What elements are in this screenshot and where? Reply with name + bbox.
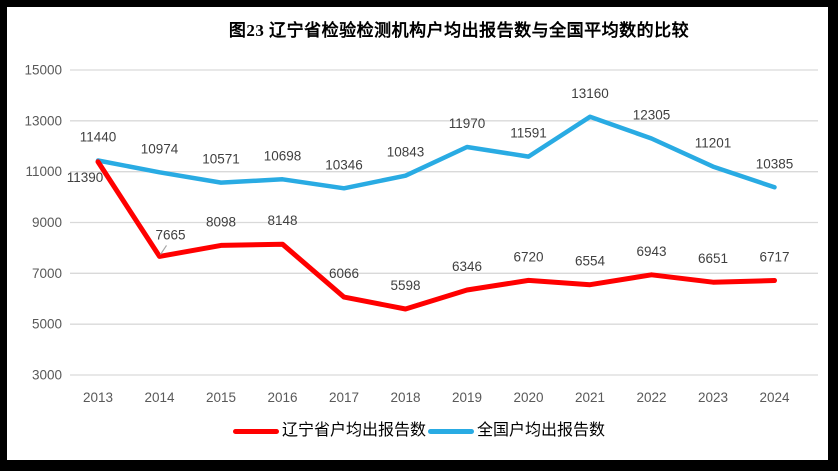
data-label-1: 11201 [695,136,732,151]
data-label-1: 11591 [510,126,547,141]
x-tick-label: 2013 [83,390,113,405]
x-tick-label: 2018 [390,390,420,405]
data-label-0: 8148 [267,213,297,228]
data-label-0: 6066 [329,266,359,281]
legend-label-national: 全国户均出报告数 [477,422,606,439]
series-line-0 [95,159,777,312]
x-tick-label: 2024 [759,390,790,405]
legend-item-national: 全国户均出报告数 [428,421,605,441]
y-tick-label: 3000 [32,368,62,383]
data-label-1: 10974 [141,141,179,156]
data-label-0: 6717 [759,250,789,265]
data-label-0: 6720 [513,249,543,264]
data-label-1: 10843 [387,145,425,160]
y-tick-label: 13000 [24,113,62,128]
y-tick-label: 9000 [32,215,62,230]
data-label-0: 8098 [206,214,236,229]
y-tick-label: 7000 [32,266,62,281]
legend-label-liaoning: 辽宁省户均出报告数 [281,422,426,439]
data-label-0: 6943 [636,244,666,259]
data-label-0: 5598 [390,278,420,293]
data-label-1: 10385 [756,156,794,171]
legend-swatch-liaoning [232,428,279,434]
x-tick-label: 2021 [575,390,605,405]
data-label-0: 6346 [452,259,482,274]
legend-swatch-national [428,428,474,434]
data-label-1: 10698 [264,148,302,163]
x-tick-label: 2023 [698,390,728,405]
legend-item-liaoning: 辽宁省户均出报告数 [232,421,426,441]
data-label-1: 10346 [325,157,363,172]
x-tick-label: 2020 [513,390,543,405]
data-label-1: 12305 [633,107,671,122]
y-tick-label: 11000 [25,164,62,179]
x-tick-label: 2016 [267,390,297,405]
x-tick-label: 2022 [636,390,666,405]
data-label-1: 13160 [571,86,609,101]
data-label-1: 11970 [449,116,486,131]
x-tick-label: 2017 [329,390,359,405]
x-tick-label: 2019 [452,390,482,405]
data-label-0: 6554 [575,254,606,269]
series-line-1 [95,114,777,191]
y-tick-label: 5000 [32,317,62,332]
chart-legend: 辽宁省户均出报告数 全国户均出报告数 [0,421,838,441]
label-leader-line [160,245,167,255]
data-label-0: 11390 [67,170,104,185]
chart-title: 图23 辽宁省检验检测机构户均出报告数与全国平均数的比较 [228,21,690,40]
data-label-0: 7665 [155,227,185,242]
x-tick-label: 2014 [144,390,175,405]
y-tick-label: 15000 [24,63,62,78]
data-label-0: 6651 [698,251,728,266]
data-label-1: 11440 [80,129,117,144]
data-label-1: 10571 [202,152,240,167]
x-tick-label: 2015 [206,390,236,405]
